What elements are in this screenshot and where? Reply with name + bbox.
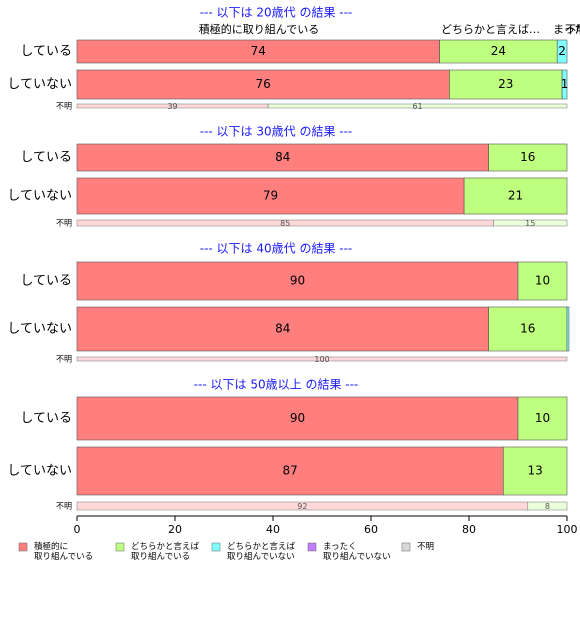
unknown-data-label: 100: [314, 355, 329, 364]
x-tick-label: 100: [557, 523, 578, 536]
row-label: していない: [7, 189, 72, 204]
bar-segment: [463, 177, 568, 215]
data-label: 79: [263, 189, 278, 203]
row-label: している: [20, 150, 72, 165]
unknown-row-label: 不明: [56, 102, 72, 111]
unknown-data-label: 8: [545, 502, 550, 511]
data-label: 10: [535, 274, 550, 288]
unknown-data-label: 85: [280, 219, 290, 228]
bar-segment: [76, 143, 489, 172]
bar-segment: [517, 261, 568, 301]
bar-segment: [449, 69, 563, 100]
unknown-data-label: 61: [412, 102, 422, 111]
panel-title: --- 以下は 20歳代 の結果 ---: [200, 6, 353, 20]
legend-label: 積極的に取り組んでいる: [34, 541, 93, 562]
bar-segment: [502, 446, 568, 496]
unknown-row-label: 不明: [56, 502, 72, 511]
panel-title: --- 以下は 30歳代 の結果 ---: [200, 125, 353, 139]
data-label: 24: [491, 44, 506, 58]
unknown-data-label: 92: [297, 502, 307, 511]
unknown-segment: [527, 501, 568, 511]
row-label: している: [20, 44, 72, 59]
bar-segment: [76, 306, 489, 352]
row-label: していない: [7, 464, 72, 479]
unknown-data-label: 39: [167, 102, 177, 111]
x-tick-label: 60: [364, 523, 378, 536]
bar-segment: [76, 396, 519, 441]
bar-segment: [76, 177, 465, 215]
unknown-row-label: 不明: [56, 355, 72, 364]
bar-segment: [488, 143, 568, 172]
legend-swatch: [307, 542, 317, 552]
data-label: 21: [508, 189, 523, 203]
bar-segment: [517, 396, 568, 441]
legend-label: 不明: [417, 542, 434, 552]
row-label: している: [20, 411, 72, 426]
row-label: していない: [7, 322, 72, 337]
category-label: どちらかと言えば…: [441, 23, 540, 36]
legend-label: どちらかと言えば取り組んでいない: [227, 541, 296, 562]
unknown-segment: [76, 356, 568, 362]
data-label: 74: [251, 44, 266, 58]
data-label: 10: [535, 411, 550, 425]
data-label: 87: [283, 464, 298, 478]
data-label: 13: [528, 464, 543, 478]
x-tick-label: 20: [168, 523, 182, 536]
bar-segment: [76, 69, 450, 100]
x-tick-label: 0: [74, 523, 81, 536]
row-label: していない: [7, 77, 72, 92]
x-tick-label: 40: [266, 523, 280, 536]
data-label: 2: [558, 44, 566, 58]
data-label: 1: [561, 77, 569, 91]
x-tick-label: 80: [462, 523, 476, 536]
legend-label: まったく取り組んでいない: [323, 542, 391, 562]
data-label: 16: [520, 150, 535, 164]
category-label: 不明: [565, 23, 580, 36]
bar-segment: [556, 39, 568, 64]
legend-swatch: [18, 542, 28, 552]
bar-segment: [76, 261, 519, 301]
data-label: 76: [256, 77, 271, 91]
panel-title: --- 以下は 40歳代 の結果 ---: [200, 242, 353, 256]
category-label: まった…: [553, 23, 580, 36]
data-label: 90: [290, 274, 305, 288]
unknown-data-label: 15: [525, 219, 535, 228]
data-label: 16: [520, 322, 535, 336]
unknown-segment: [493, 219, 568, 227]
legend-swatch: [211, 542, 221, 552]
row-label: している: [20, 274, 72, 289]
bar-segment: [566, 306, 570, 352]
bar-segment: [76, 446, 504, 496]
legend-label: どちらかと言えば取り組んでいる: [131, 541, 200, 562]
unknown-row-label: 不明: [56, 219, 72, 228]
data-label: 23: [498, 77, 513, 91]
data-label: 90: [290, 411, 305, 425]
data-label: 84: [275, 322, 290, 336]
panel-title: --- 以下は 50歳以上 の結果 ---: [194, 378, 359, 392]
legend-swatch: [115, 542, 125, 552]
data-label: 84: [275, 150, 290, 164]
bar-segment: [561, 69, 568, 100]
category-label: 積極的に取り組んでいる: [199, 22, 319, 36]
unknown-segment: [267, 103, 568, 109]
legend-swatch: [401, 542, 411, 552]
